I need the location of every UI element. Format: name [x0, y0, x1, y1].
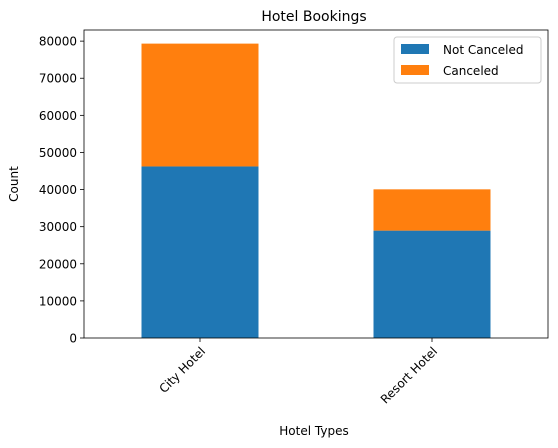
legend-swatch [401, 44, 429, 54]
legend-frame [393, 36, 542, 84]
y-tick-label: 20000 [39, 257, 77, 271]
bar-segment [373, 230, 491, 338]
legend-label: Canceled [443, 64, 499, 78]
x-tick-label: City Hotel [156, 344, 208, 396]
chart-title: Hotel Bookings [261, 9, 366, 25]
y-tick-label: 40000 [39, 183, 77, 197]
x-tick-label: Resort Hotel [378, 344, 440, 406]
y-tick-label: 60000 [39, 109, 77, 123]
plot-frame [83, 29, 549, 339]
legend-swatch [401, 65, 429, 75]
bar-segment [141, 166, 259, 338]
bar-segment [373, 189, 491, 231]
y-axis-label: Count [7, 166, 21, 202]
legend: Not Canceled Canceled [393, 36, 542, 84]
y-tick-label: 10000 [39, 294, 77, 308]
y-tick-label: 50000 [39, 146, 77, 160]
y-tick-label: 80000 [39, 35, 77, 49]
bar-segment [141, 43, 259, 167]
y-tick-label: 70000 [39, 72, 77, 86]
x-axis-label: Hotel Types [279, 424, 348, 438]
plot-area: 0 10000 20000 30000 40000 50000 60000 70000 8000… [39, 29, 549, 406]
y-tick-label: 0 [69, 332, 77, 346]
legend-label: Not Canceled [443, 43, 524, 57]
y-tick-label: 30000 [39, 220, 77, 234]
